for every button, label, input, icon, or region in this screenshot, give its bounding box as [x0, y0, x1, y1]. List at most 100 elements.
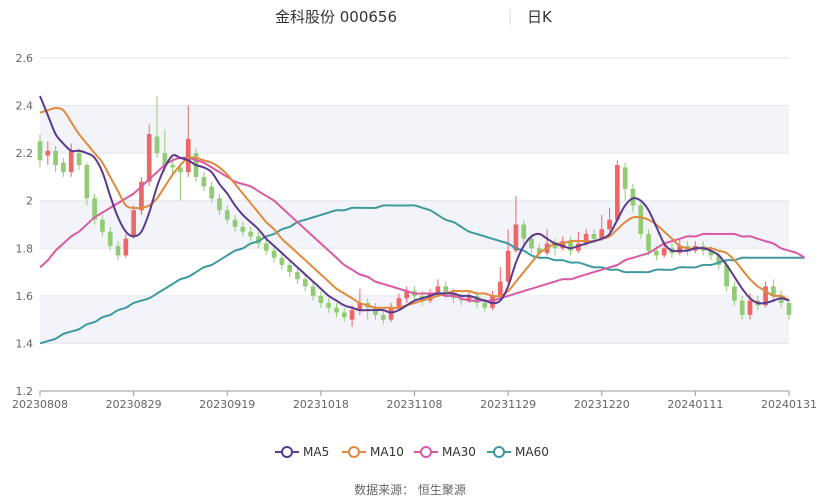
candle-body [771, 286, 776, 296]
candle-body [357, 302, 363, 311]
candle-body [513, 224, 519, 251]
candle-body [474, 295, 480, 303]
candle-body [583, 234, 589, 244]
candle-body [521, 224, 527, 239]
candle-body [435, 286, 441, 294]
y-tick-label: 1.2 [16, 385, 34, 398]
y-tick-label: 1.4 [16, 337, 34, 350]
candle-body [638, 205, 644, 235]
legend-label: MA60 [515, 445, 549, 459]
x-tick-label: 20231220 [574, 398, 630, 411]
candle-body [248, 231, 253, 237]
candle-body [92, 198, 97, 220]
candle-body [240, 226, 246, 232]
legend-item-ma60[interactable]: MA60 [487, 445, 549, 459]
candle-body [568, 241, 573, 251]
candle-body [591, 234, 597, 239]
candle-body [576, 243, 581, 251]
y-tick-label: 2 [26, 195, 33, 208]
candlesticks [37, 96, 792, 327]
candle-body [318, 295, 324, 303]
chart-title: 金科股份 000656 日K [275, 8, 553, 26]
candle-body [256, 236, 261, 244]
x-tick-label: 20240111 [667, 398, 723, 411]
legend-item-ma30[interactable]: MA30 [414, 445, 476, 459]
candle-body [37, 141, 43, 161]
candle-body [497, 281, 503, 296]
candle-body [599, 229, 605, 239]
candle-body [458, 298, 464, 301]
candle-body [373, 307, 378, 315]
y-axis: 1.2 1.4 1.6 1.8 2 2.2 2.4 2.6 [16, 52, 34, 398]
candle-body [607, 219, 612, 230]
candle-body [466, 295, 472, 301]
candle-body [61, 162, 66, 173]
ma5-line [39, 95, 790, 314]
candle-body [552, 243, 558, 249]
candle-body [646, 234, 651, 251]
candle-body [724, 264, 729, 287]
candle-body [287, 264, 293, 273]
candle-body [716, 255, 722, 265]
x-axis: 20230808 20230829 20230919 20231018 20231108… [12, 391, 817, 411]
candle-body [224, 210, 230, 220]
candle-body [341, 312, 347, 318]
candle-body [76, 153, 82, 166]
candle-body [529, 238, 534, 249]
candle-body [209, 186, 214, 199]
legend-item-ma10[interactable]: MA10 [342, 445, 404, 459]
candle-body [404, 291, 410, 299]
legend-marker [493, 446, 505, 458]
candle-body [326, 302, 332, 308]
candle-body [310, 286, 316, 296]
y-tick-label: 2.2 [16, 147, 34, 160]
y-tick-label: 2.4 [16, 100, 34, 113]
candle-body [622, 167, 628, 189]
candle-body [131, 210, 136, 237]
candle-body [661, 248, 667, 256]
candle-body [45, 150, 51, 156]
candle-body [107, 231, 113, 246]
legend-item-ma5[interactable]: MA5 [275, 445, 329, 459]
legend-label: MA10 [370, 445, 404, 459]
candle-body [427, 293, 433, 301]
candle-body [536, 248, 542, 254]
candle-body [84, 165, 90, 199]
candle-body [380, 314, 386, 320]
candle-body [560, 241, 566, 249]
x-tick-label: 20231129 [480, 398, 536, 411]
candle-body [146, 134, 152, 182]
candle-body [154, 136, 160, 154]
period-label: 日K [527, 8, 553, 26]
candle-body [778, 295, 784, 303]
candle-body [388, 307, 394, 320]
legend-label: MA30 [442, 445, 476, 459]
plot-bands [40, 105, 789, 344]
candle-body [271, 250, 277, 258]
legend: MA5 MA10 MA30 MA60 [275, 445, 549, 459]
candle-body [68, 150, 74, 173]
candle-body [677, 245, 683, 254]
x-tick-label: 20230919 [199, 398, 255, 411]
x-tick-label: 20240131 [761, 398, 817, 411]
moving-average-lines [39, 95, 806, 345]
candle-body [443, 286, 449, 294]
plot-band [40, 200, 789, 249]
x-tick-label: 20230808 [12, 398, 68, 411]
candle-body [201, 176, 207, 187]
candle-body [178, 167, 183, 173]
candle-body [505, 250, 511, 282]
candle-body [139, 181, 144, 211]
candle-body [490, 295, 495, 308]
candle-body [708, 250, 714, 256]
candle-body [263, 243, 269, 251]
candle-body [630, 188, 636, 206]
candle-body [786, 302, 792, 315]
candle-body [217, 198, 222, 211]
ma10-line [39, 106, 790, 309]
candle-body [100, 219, 105, 232]
legend-marker [348, 446, 360, 458]
candle-body [747, 300, 753, 315]
candle-body [115, 245, 121, 256]
